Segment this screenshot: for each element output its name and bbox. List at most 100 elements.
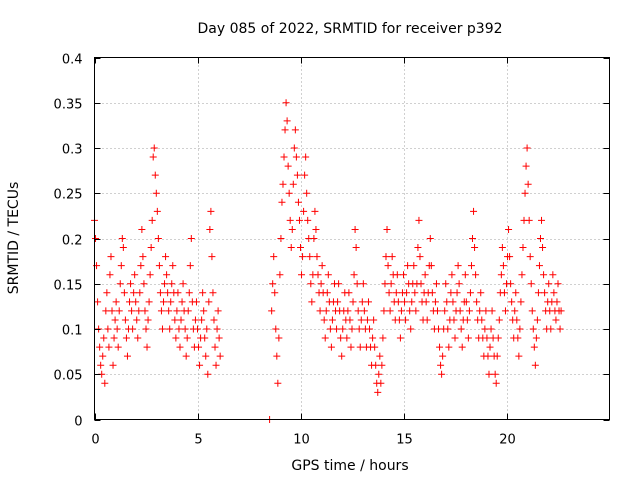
data-point [415, 216, 423, 224]
data-point [521, 189, 529, 197]
data-point [556, 325, 564, 333]
data-point [97, 361, 105, 369]
data-point [447, 289, 455, 297]
data-point [182, 352, 190, 360]
data-point [306, 253, 314, 261]
data-point [326, 325, 334, 333]
data-point [351, 225, 359, 233]
data-point [214, 307, 222, 315]
data-point [488, 307, 496, 315]
data-point [139, 253, 147, 261]
data-point [196, 361, 204, 369]
data-point [453, 289, 461, 297]
data-point [497, 271, 505, 279]
data-point [466, 289, 474, 297]
y-tick-label: 0.05 [54, 369, 83, 384]
data-point [347, 343, 355, 351]
data-point [308, 298, 316, 306]
data-point [372, 361, 380, 369]
data-point [385, 289, 393, 297]
data-point [101, 379, 109, 387]
x-tick-label: 15 [396, 433, 413, 448]
data-point [533, 316, 541, 324]
data-point [388, 253, 396, 261]
data-point [517, 298, 525, 306]
data-point [284, 162, 292, 170]
data-point [174, 289, 182, 297]
data-point [514, 334, 522, 342]
data-point [158, 325, 166, 333]
data-point [414, 244, 422, 252]
data-point [386, 307, 394, 315]
data-point [105, 343, 113, 351]
data-point [461, 271, 469, 279]
data-point [421, 271, 429, 279]
data-point [137, 262, 145, 270]
data-point [301, 171, 309, 179]
data-point [138, 225, 146, 233]
x-axis-label: GPS time / hours [291, 458, 408, 474]
data-point [408, 298, 416, 306]
data-point [127, 280, 135, 288]
data-point [320, 316, 328, 324]
data-point [451, 334, 459, 342]
data-point [550, 289, 558, 297]
data-point [173, 307, 181, 315]
data-point [528, 307, 536, 315]
data-point [202, 352, 210, 360]
x-tick-label: 10 [293, 433, 310, 448]
data-point [482, 307, 490, 315]
data-point [285, 189, 293, 197]
data-point [392, 289, 400, 297]
data-point [383, 225, 391, 233]
data-point [353, 280, 361, 288]
y-tick-label: 0.25 [54, 188, 83, 203]
data-point [186, 262, 194, 270]
data-point [289, 180, 297, 188]
data-point [333, 325, 341, 333]
data-point [335, 280, 343, 288]
data-point [492, 379, 500, 387]
data-point [165, 307, 173, 315]
data-point [201, 334, 209, 342]
data-point [437, 361, 445, 369]
data-point [175, 325, 183, 333]
data-point [472, 271, 480, 279]
data-point [144, 316, 152, 324]
data-point [374, 388, 382, 396]
data-point [302, 153, 310, 161]
data-point [270, 253, 278, 261]
data-point [179, 280, 187, 288]
data-point [427, 262, 435, 270]
data-point [486, 343, 494, 351]
data-point [203, 325, 211, 333]
x-tick-label: 0 [91, 433, 99, 448]
data-point [276, 271, 284, 279]
data-point [530, 343, 538, 351]
data-point [277, 235, 285, 242]
data-point [449, 298, 457, 306]
data-point [171, 316, 179, 324]
data-point [457, 325, 465, 333]
data-point [208, 253, 216, 261]
data-point [115, 307, 123, 315]
data-point [417, 280, 425, 288]
data-point [154, 235, 162, 242]
data-point [404, 262, 412, 270]
data-point [439, 352, 447, 360]
data-point [473, 298, 481, 306]
data-point [553, 298, 561, 306]
data-point [529, 325, 537, 333]
data-point [455, 280, 463, 288]
data-point [304, 216, 312, 224]
data-point [371, 343, 379, 351]
data-point [485, 370, 493, 378]
data-point [538, 216, 546, 224]
data-point [290, 144, 298, 152]
data-point [163, 271, 171, 279]
data-point [441, 307, 449, 315]
data-point [162, 253, 170, 261]
data-point [428, 289, 436, 297]
data-point [328, 316, 336, 324]
data-point [187, 235, 195, 242]
